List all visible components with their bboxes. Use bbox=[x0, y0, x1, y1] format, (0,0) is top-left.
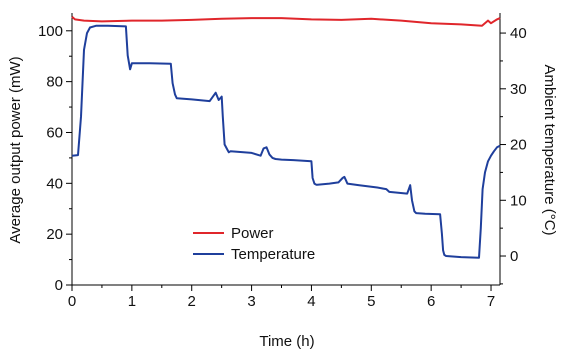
series-line-temperature bbox=[71, 24, 501, 259]
y-left-tick-label: 100 bbox=[38, 23, 63, 40]
y-right-tick-label: 20 bbox=[510, 137, 527, 154]
y-right-tick-label: 30 bbox=[510, 81, 527, 98]
y-right-tick-label: 40 bbox=[510, 25, 527, 42]
y-axis-left: 0 20 40 60 80 100 bbox=[38, 23, 72, 294]
y-left-tick-label: 60 bbox=[46, 124, 63, 141]
x-axis-title: Time (h) bbox=[259, 333, 314, 350]
y-left-tick-label: 0 bbox=[55, 277, 63, 294]
plot-frame bbox=[71, 13, 501, 286]
series-line-power bbox=[71, 16, 501, 27]
x-tick-label: 2 bbox=[188, 293, 196, 310]
x-tick-label: 0 bbox=[68, 293, 76, 310]
legend: Power Temperature bbox=[193, 225, 315, 263]
y-right-tick-label: 10 bbox=[510, 192, 527, 209]
y-right-tick-label: 0 bbox=[510, 248, 518, 265]
y-axis-left-title: Average output power (mW) bbox=[7, 56, 24, 243]
x-tick-label: 4 bbox=[307, 293, 315, 310]
x-tick-label: 3 bbox=[247, 293, 255, 310]
x-tick-label: 6 bbox=[427, 293, 435, 310]
x-tick-label: 7 bbox=[487, 293, 495, 310]
x-tick-label: 1 bbox=[128, 293, 136, 310]
y-left-tick-label: 20 bbox=[46, 226, 63, 243]
x-axis: 0 1 2 3 4 5 6 7 bbox=[68, 285, 495, 310]
y-axis-right: 0 10 20 30 40 bbox=[500, 25, 527, 285]
x-tick-label: 5 bbox=[367, 293, 375, 310]
y-left-tick-label: 80 bbox=[46, 74, 63, 91]
series-layer bbox=[71, 16, 501, 259]
legend-label-temperature: Temperature bbox=[231, 246, 315, 263]
y-left-tick-label: 40 bbox=[46, 175, 63, 192]
y-axis-right-title: Ambient temperature (°C) bbox=[541, 64, 558, 235]
legend-label-power: Power bbox=[231, 225, 274, 242]
